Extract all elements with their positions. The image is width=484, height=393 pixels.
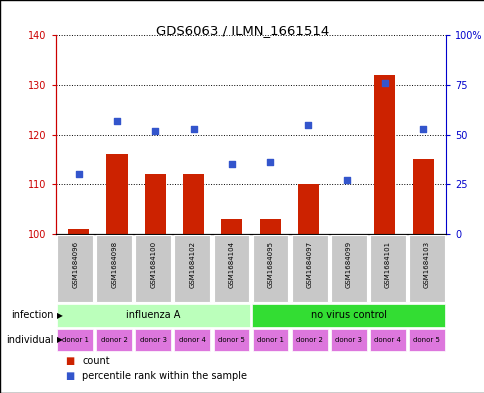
Text: GSM1684097: GSM1684097 — [306, 241, 312, 288]
Text: donor 5: donor 5 — [412, 337, 439, 343]
Bar — [135, 329, 171, 351]
Point — [342, 177, 350, 184]
Bar — [252, 235, 288, 302]
Point — [151, 127, 159, 134]
Text: GSM1684104: GSM1684104 — [228, 241, 234, 288]
Bar — [408, 235, 444, 302]
Bar — [369, 329, 405, 351]
Point — [266, 159, 273, 165]
Text: GDS6063 / ILMN_1661514: GDS6063 / ILMN_1661514 — [155, 24, 329, 37]
Bar — [174, 329, 210, 351]
Bar — [408, 329, 444, 351]
Text: donor 2: donor 2 — [101, 337, 127, 343]
Text: GSM1684101: GSM1684101 — [384, 241, 390, 288]
Point — [419, 125, 426, 132]
Text: percentile rank within the sample: percentile rank within the sample — [82, 371, 247, 381]
Text: GSM1684098: GSM1684098 — [111, 241, 117, 288]
Text: no virus control: no virus control — [310, 310, 386, 320]
Bar — [213, 235, 249, 302]
Bar — [330, 329, 366, 351]
Bar — [374, 75, 394, 234]
Bar — [57, 329, 93, 351]
Bar — [213, 329, 249, 351]
Text: donor 3: donor 3 — [139, 337, 166, 343]
Text: count: count — [82, 356, 110, 366]
Bar — [252, 304, 444, 327]
Bar — [252, 329, 288, 351]
Bar — [369, 235, 405, 302]
Bar — [57, 235, 93, 302]
Bar — [330, 235, 366, 302]
Point — [227, 161, 235, 167]
Text: donor 4: donor 4 — [374, 337, 400, 343]
Text: ▶: ▶ — [57, 336, 62, 344]
Text: GSM1684095: GSM1684095 — [267, 241, 273, 288]
Bar — [182, 174, 204, 234]
Point — [304, 121, 312, 128]
Text: donor 4: donor 4 — [179, 337, 205, 343]
Bar — [57, 304, 249, 327]
Point — [380, 80, 388, 86]
Bar — [174, 235, 210, 302]
Bar — [96, 235, 132, 302]
Point — [113, 118, 121, 124]
Bar — [135, 235, 171, 302]
Point — [189, 125, 197, 132]
Text: GSM1684103: GSM1684103 — [423, 241, 429, 288]
Text: influenza A: influenza A — [126, 310, 180, 320]
Bar — [291, 329, 327, 351]
Text: ■: ■ — [65, 356, 75, 366]
Bar — [297, 184, 318, 234]
Text: individual: individual — [6, 335, 53, 345]
Text: infection: infection — [11, 310, 53, 320]
Bar — [144, 174, 166, 234]
Bar — [68, 229, 89, 234]
Text: donor 1: donor 1 — [61, 337, 89, 343]
Bar — [106, 154, 127, 234]
Text: donor 2: donor 2 — [296, 337, 322, 343]
Bar — [259, 219, 280, 234]
Bar — [96, 329, 132, 351]
Text: ▶: ▶ — [57, 311, 62, 320]
Text: donor 5: donor 5 — [218, 337, 244, 343]
Bar — [221, 219, 242, 234]
Bar — [291, 235, 327, 302]
Bar — [412, 160, 433, 234]
Text: donor 3: donor 3 — [334, 337, 362, 343]
Text: GSM1684102: GSM1684102 — [189, 241, 195, 288]
Point — [75, 171, 82, 177]
Text: donor 1: donor 1 — [257, 337, 284, 343]
Text: GSM1684100: GSM1684100 — [150, 241, 156, 288]
Text: ■: ■ — [65, 371, 75, 381]
Text: GSM1684096: GSM1684096 — [72, 241, 78, 288]
Text: GSM1684099: GSM1684099 — [345, 241, 351, 288]
